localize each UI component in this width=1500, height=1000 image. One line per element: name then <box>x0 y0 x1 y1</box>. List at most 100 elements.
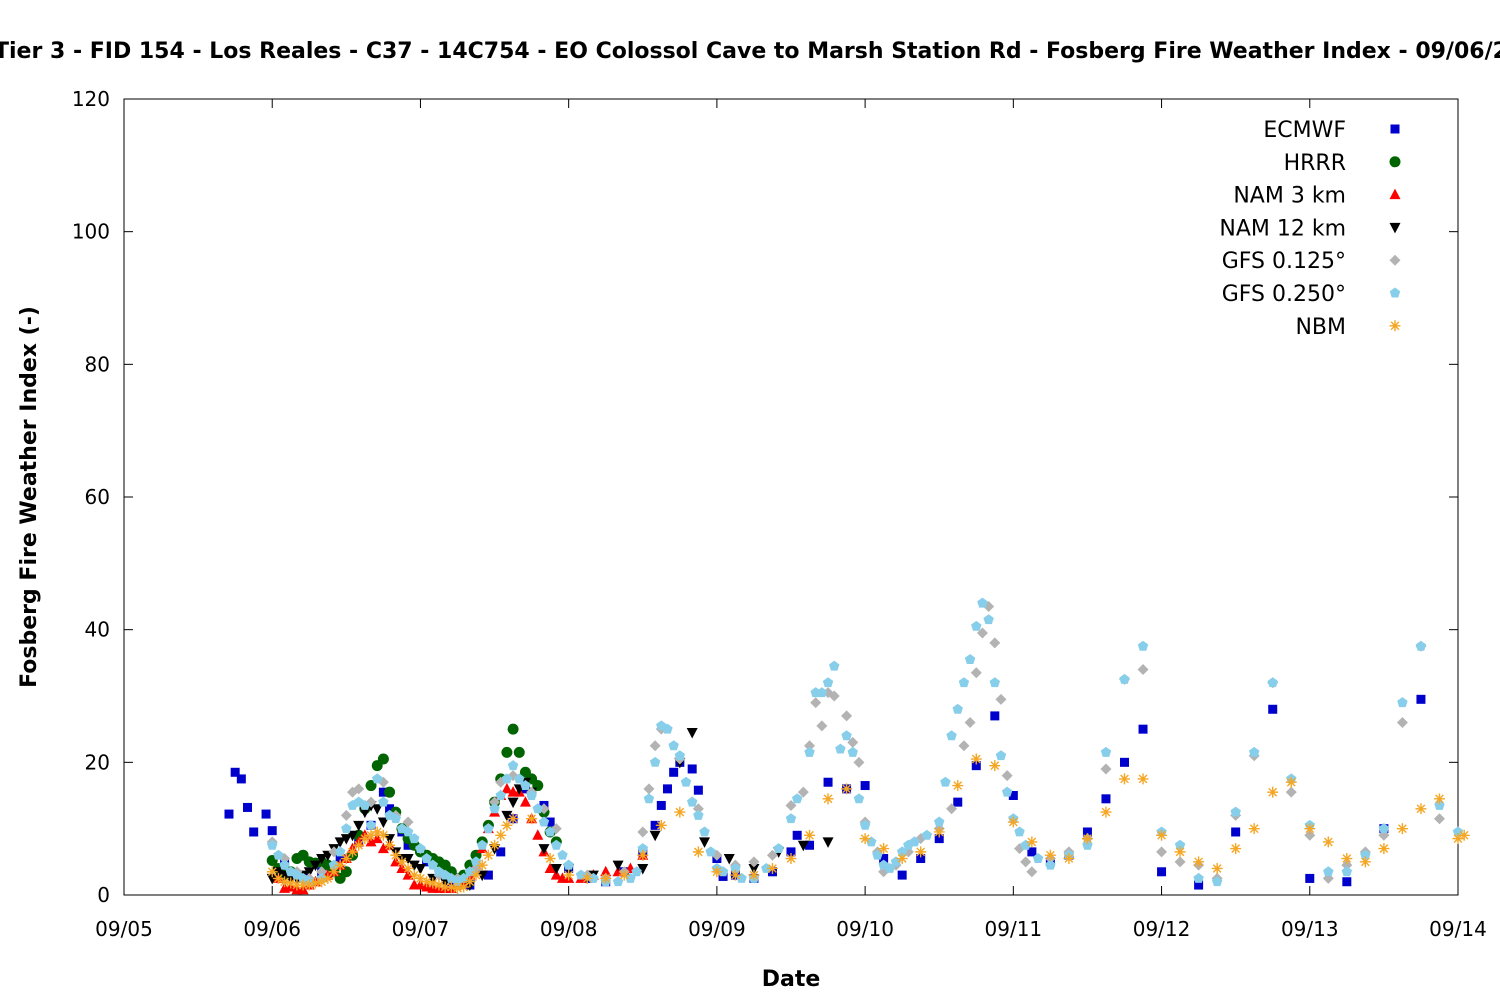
data-point <box>409 833 420 844</box>
data-point <box>643 783 655 795</box>
data-point <box>723 854 735 865</box>
data-point <box>1230 806 1241 817</box>
legend-marker <box>1389 320 1401 332</box>
data-point <box>674 750 686 761</box>
data-point <box>261 809 271 819</box>
data-point <box>365 819 377 830</box>
data-point <box>377 842 389 854</box>
data-point <box>273 849 284 860</box>
data-point <box>699 837 711 848</box>
data-point <box>1452 826 1464 837</box>
data-point <box>470 869 482 881</box>
chart-title: Tier 3 - FID 154 - Los Reales - C37 - 14… <box>0 39 1500 64</box>
x-tick-label: 09/14 <box>1429 917 1487 941</box>
data-point <box>847 736 859 748</box>
data-point <box>1119 673 1130 684</box>
data-point <box>1100 746 1112 757</box>
data-point <box>1433 813 1445 825</box>
x-tick-label: 09/12 <box>1133 917 1191 941</box>
data-point <box>335 854 345 864</box>
data-point <box>853 793 865 804</box>
data-point <box>989 637 1001 649</box>
data-point <box>445 881 457 893</box>
data-point <box>964 654 976 664</box>
data-point <box>303 867 315 878</box>
data-point <box>1027 847 1037 857</box>
data-point <box>1211 862 1223 874</box>
legend-marker <box>1389 287 1401 298</box>
data-point <box>822 793 834 805</box>
data-point <box>785 813 797 824</box>
data-point <box>458 872 469 883</box>
data-point <box>637 849 649 861</box>
data-point <box>501 810 513 822</box>
data-point <box>303 879 315 891</box>
data-point <box>371 804 383 815</box>
data-point <box>1081 833 1093 845</box>
data-point <box>1267 677 1278 688</box>
data-point <box>1416 694 1426 704</box>
data-point <box>1014 826 1025 837</box>
data-point <box>514 773 525 784</box>
data-point <box>934 834 944 844</box>
data-point <box>365 835 377 847</box>
data-point <box>649 756 661 767</box>
data-point <box>668 740 679 751</box>
data-point <box>792 830 802 840</box>
data-point <box>1341 853 1353 865</box>
data-point <box>359 833 371 845</box>
data-point <box>729 869 741 881</box>
data-point <box>377 817 389 829</box>
data-point <box>1082 839 1093 850</box>
data-point <box>940 776 951 787</box>
data-point <box>1285 786 1297 798</box>
data-point <box>693 785 703 795</box>
data-point <box>1137 773 1149 785</box>
data-point <box>952 780 964 792</box>
data-point <box>952 703 963 714</box>
data-point <box>804 746 815 757</box>
data-point <box>1174 846 1186 858</box>
data-point <box>377 829 389 841</box>
data-point <box>1248 823 1260 835</box>
data-point <box>458 881 470 893</box>
data-point <box>353 820 365 832</box>
data-point <box>637 826 649 838</box>
data-point <box>507 723 519 735</box>
legend-label: NBM <box>1295 315 1346 340</box>
data-point <box>501 782 513 794</box>
data-point <box>365 829 377 841</box>
data-point <box>1193 872 1204 883</box>
data-point <box>1174 839 1186 850</box>
data-point <box>600 865 612 877</box>
data-point <box>1378 843 1390 855</box>
data-point <box>921 829 933 840</box>
data-point <box>1415 640 1427 651</box>
data-point <box>909 836 920 847</box>
data-point <box>748 869 760 881</box>
data-point <box>1452 833 1464 845</box>
data-point <box>1100 806 1112 818</box>
legend-label: GFS 0.125° <box>1222 249 1346 274</box>
data-point <box>946 730 957 741</box>
data-point <box>643 793 655 804</box>
legend-label: HRRR <box>1284 151 1346 176</box>
data-point <box>224 809 234 819</box>
y-tick-label: 60 <box>85 485 110 509</box>
data-point <box>748 856 760 868</box>
data-point <box>964 717 976 729</box>
data-point <box>384 786 396 798</box>
data-point <box>377 753 389 765</box>
data-point <box>266 839 278 850</box>
data-point <box>421 853 432 863</box>
data-point <box>976 627 988 639</box>
x-tick-label: 09/06 <box>243 917 301 941</box>
data-point <box>507 760 519 771</box>
data-point <box>545 817 555 827</box>
data-point <box>958 740 970 752</box>
x-tick-label: 09/10 <box>836 917 894 941</box>
data-point <box>309 877 321 889</box>
data-point <box>316 876 328 888</box>
x-tick-label: 09/08 <box>540 917 598 941</box>
data-point <box>501 773 513 784</box>
